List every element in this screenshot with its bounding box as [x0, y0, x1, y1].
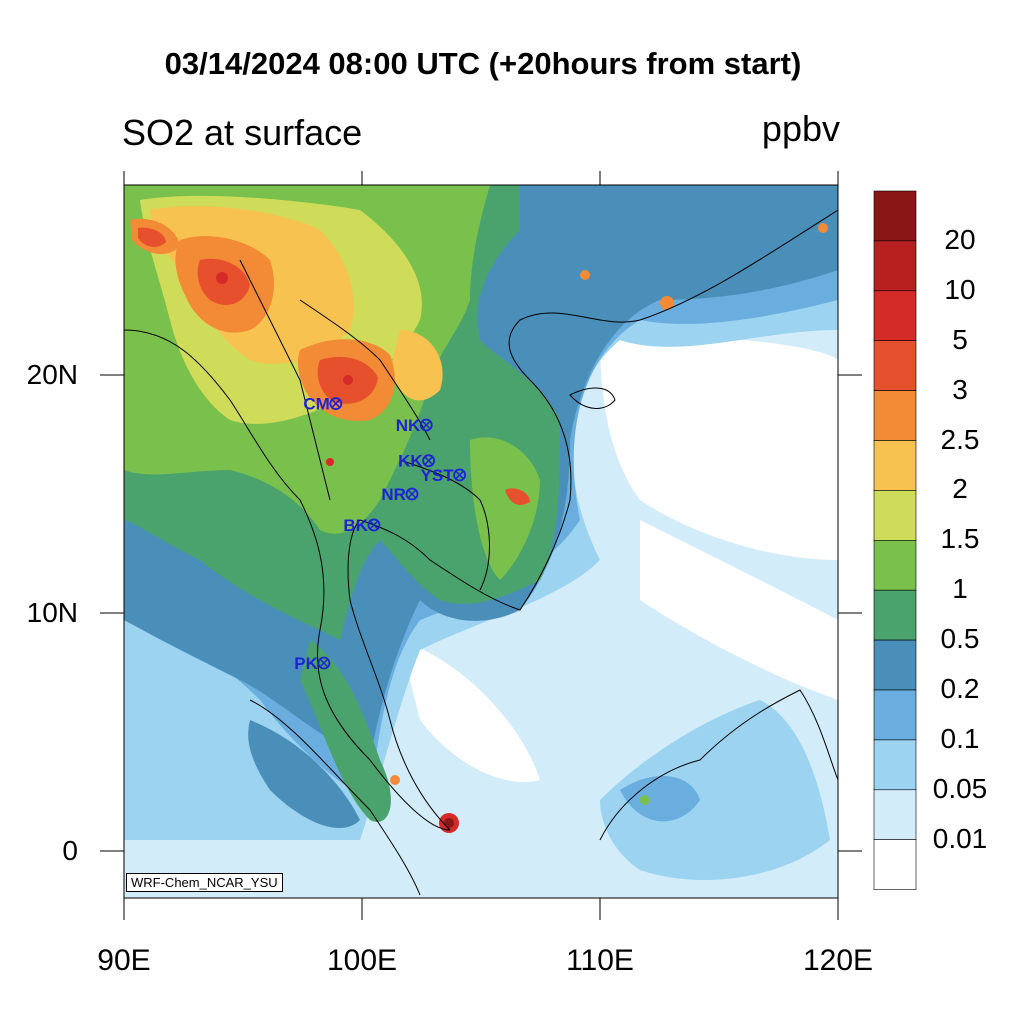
colorbar-label: 3	[952, 373, 968, 405]
station-marker	[453, 468, 466, 482]
station-marker	[419, 418, 433, 432]
lon-label-120e: 120E	[802, 944, 874, 977]
station-marker	[422, 454, 436, 468]
variable-label: SO2 at surface	[122, 112, 363, 153]
model-credit: WRF-Chem_NCAR_YSU	[126, 873, 283, 892]
station-marker	[317, 656, 331, 670]
station-label: KK	[398, 452, 423, 471]
station-marker	[367, 518, 381, 532]
station-cross	[369, 520, 378, 529]
station-cross	[455, 470, 464, 479]
colorbar-swatch	[873, 589, 917, 641]
station-label: PK	[294, 654, 318, 673]
station-label: NK	[396, 416, 421, 435]
colorbar-swatch	[873, 390, 917, 441]
colorbar-label: 1	[952, 573, 968, 605]
colorbar-label: 10	[944, 273, 976, 305]
axis-ticks	[100, 171, 862, 920]
colorbar-label: 20	[944, 223, 976, 255]
station-label: CM	[303, 395, 329, 414]
colorbar	[873, 190, 917, 890]
colorbar-swatch	[873, 839, 917, 890]
colorbar-label: 2	[952, 473, 968, 505]
lon-label-100e: 100E	[326, 944, 398, 977]
colorbar-swatch	[873, 190, 917, 242]
coastlines	[124, 209, 838, 896]
colorbar-label: 1.5	[940, 523, 980, 555]
station-cross	[407, 489, 417, 499]
colorbar-swatch	[873, 639, 917, 691]
station-cross	[422, 420, 431, 430]
station-cross	[319, 658, 328, 668]
colorbar-swatch	[873, 340, 917, 391]
station-cross	[331, 399, 340, 408]
colorbar-swatch	[873, 490, 917, 541]
colorbar-swatch	[873, 789, 917, 840]
so2-field	[124, 185, 838, 898]
colorbar-label: 2.5	[940, 423, 980, 455]
colorbar-label: 0.05	[932, 772, 988, 804]
colorbar-swatch	[873, 440, 917, 491]
colorbar-label: 0.1	[940, 722, 980, 754]
colorbar-label: 0.2	[940, 673, 980, 704]
station-label: BK	[343, 516, 368, 535]
colorbar-swatch	[873, 539, 917, 591]
map-title: 03/14/2024 08:00 UTC (+20hours from star…	[164, 46, 802, 81]
station-marker	[329, 397, 343, 410]
colorbar-label: 5	[952, 323, 968, 355]
colorbar-swatch	[873, 240, 917, 292]
station-marker	[405, 487, 419, 501]
colorbar-swatch	[873, 739, 917, 791]
units-label: ppbv	[761, 108, 840, 149]
lon-label-110e: 110E	[566, 944, 634, 977]
lat-label-20n: 20N	[26, 359, 78, 390]
colorbar-swatch	[873, 290, 917, 341]
colorbar-swatch	[873, 689, 917, 741]
colorbar-label: 0.01	[932, 822, 988, 854]
lat-label-10n: 10N	[26, 597, 78, 628]
station-label: NR	[381, 485, 406, 504]
station-cross	[424, 456, 433, 465]
colorbar-label: 0.5	[940, 623, 980, 655]
lon-label-90e: 90E	[97, 944, 151, 977]
plot-frame	[123, 184, 839, 899]
station-label: YST	[421, 466, 455, 485]
lat-label-0: 0	[62, 835, 78, 866]
